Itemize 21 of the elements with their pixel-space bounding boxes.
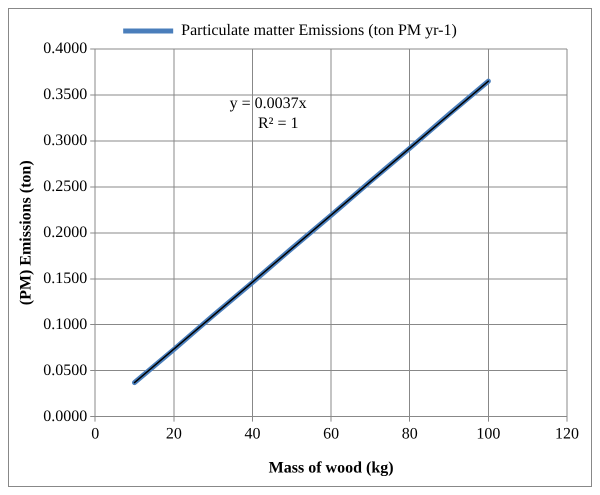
y-tick-label: 0.3000 — [43, 132, 88, 150]
annotation: R² = 1 — [258, 115, 298, 132]
y-tick-label: 0.2000 — [43, 224, 88, 242]
y-tick-label: 0.0000 — [43, 408, 88, 425]
y-axis-title: (PM) Emissions (ton) — [18, 160, 35, 306]
x-tick-label: 120 — [555, 425, 579, 442]
legend-label: Particulate matter Emissions (ton PM yr-1) — [181, 22, 457, 40]
x-tick-label: 0 — [91, 425, 100, 442]
y-tick-label: 0.0500 — [43, 362, 88, 379]
y-tick-label: 0.4000 — [43, 40, 88, 58]
annotation: y = 0.0037x — [230, 95, 307, 112]
y-tick-label: 0.3500 — [43, 86, 88, 104]
x-tick-label: 100 — [476, 425, 500, 442]
y-tick-label: 0.2500 — [43, 178, 88, 196]
x-tick-label: 60 — [323, 425, 340, 442]
x-tick-label: 40 — [244, 425, 260, 442]
y-tick-label: 0.1500 — [43, 270, 88, 287]
y-tick-label: 0.1000 — [43, 316, 88, 333]
x-axis-title: Mass of wood (kg) — [268, 460, 394, 477]
x-tick-label: 20 — [166, 425, 182, 442]
x-tick-label: 80 — [402, 425, 418, 442]
